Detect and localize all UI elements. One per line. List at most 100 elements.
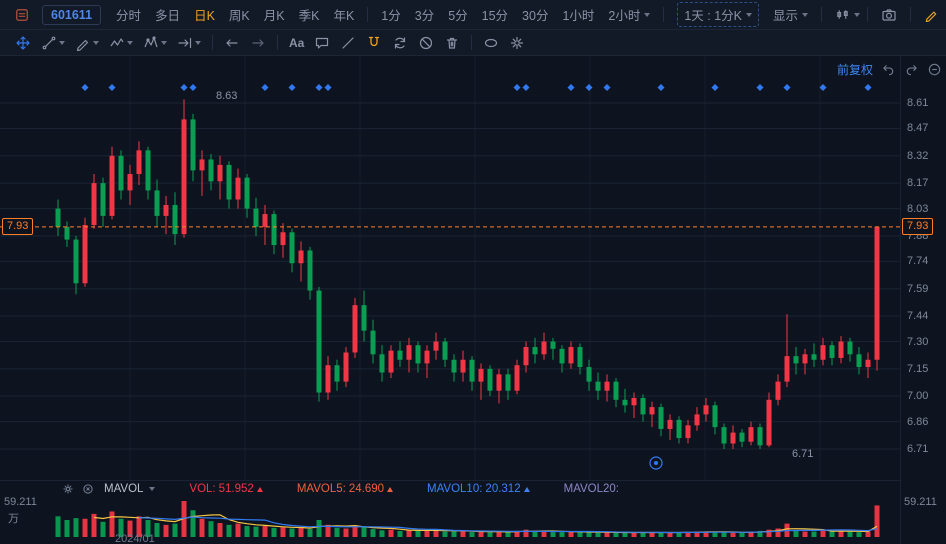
chevron-down-icon (161, 40, 167, 45)
period-daily[interactable]: 日K (194, 9, 215, 23)
toolbar-separator (663, 7, 665, 22)
chevron-down-icon (149, 487, 156, 491)
indicator-header: MAVOL VOL: 51.952 MAVOL5: 24.690 MAVOL10: 2… (0, 480, 900, 497)
indicator-name-button[interactable]: MAVOL (104, 483, 144, 495)
symbol-button[interactable]: 601611 (42, 4, 102, 25)
undo-icon[interactable] (881, 62, 896, 77)
price-tick-label: 7.00 (907, 390, 929, 403)
price-tick-label: 6.86 (907, 415, 929, 428)
toolbar-separator (910, 7, 912, 22)
text-tool-icon[interactable]: Aa (289, 35, 305, 50)
chevron-down-icon (854, 12, 861, 17)
arrow-right-icon[interactable] (250, 35, 266, 51)
period-1hour[interactable]: 1小时 (562, 9, 595, 23)
period-duori[interactable]: 多日 (155, 9, 181, 23)
period-30min[interactable]: 30分 (522, 9, 549, 23)
chevron-down-icon (59, 40, 65, 45)
crosshair-move-icon[interactable] (15, 35, 31, 51)
price-tick-label: 7.59 (907, 282, 929, 295)
display-menu-button[interactable]: 显示 (773, 5, 809, 24)
volume-axis-max-left: 59.211 (4, 496, 37, 508)
toolbar-separator (212, 35, 213, 50)
gear-icon[interactable] (509, 35, 525, 51)
drawing-toolbar: Aa (0, 30, 946, 56)
up-triangle-icon (387, 486, 394, 492)
wave-tool-icon[interactable] (109, 35, 133, 51)
chart-top-controls: 前复权 (837, 61, 942, 78)
price-tick-label: 7.30 (907, 335, 929, 348)
price-tick-label: 8.32 (907, 149, 929, 162)
event-marker-icon[interactable] (648, 455, 664, 471)
chevron-down-icon (195, 40, 201, 45)
custom-interval-button[interactable]: 1天 : 1分K (677, 2, 760, 27)
top-toolbar: 601611 分时 多日 日K 周K 月K 季K 年K 1分 3分 5分 15分… (0, 0, 946, 30)
chevron-down-icon (802, 12, 809, 17)
price-tick-label: 8.17 (907, 177, 929, 190)
mavol10-value-group: MAVOL10: 20.312 (427, 483, 530, 495)
toolbar-separator (821, 7, 823, 22)
toolbar-separator (867, 7, 869, 22)
ban-hide-icon[interactable] (418, 35, 434, 51)
trendline-tool-icon[interactable] (41, 35, 65, 51)
price-tick-label: 8.47 (907, 122, 929, 135)
mavol20-value-group: MAVOL20: (563, 483, 620, 495)
period-5min[interactable]: 5分 (448, 9, 468, 23)
redo-icon[interactable] (904, 62, 919, 77)
high-price-annotation: 8.63 (216, 90, 238, 102)
ellipse-link-icon[interactable] (483, 35, 499, 51)
chevron-down-icon (127, 40, 133, 45)
time-axis-date-label: 2024/01 (115, 533, 155, 544)
brush-tool-icon[interactable] (75, 35, 99, 51)
indicator-close-icon[interactable] (82, 483, 94, 495)
toolbar-separator (277, 35, 278, 50)
arrow-left-icon[interactable] (224, 35, 240, 51)
toolbar-separator (471, 35, 473, 50)
chevron-down-icon (746, 12, 753, 17)
price-tick-label: 7.44 (907, 310, 929, 323)
chart-style-button[interactable] (835, 7, 861, 22)
price-tick-label: 8.03 (907, 202, 929, 215)
chevron-down-icon (93, 40, 99, 45)
price-tick-label: 7.74 (907, 255, 929, 268)
last-price-tag-right: 7.93 (902, 217, 934, 235)
camera-icon[interactable] (881, 7, 897, 23)
price-tick-label: 7.15 (907, 362, 929, 375)
collapse-pane-icon[interactable] (927, 62, 942, 77)
low-price-annotation: 6.71 (792, 448, 814, 460)
volume-axis-max-right: 59.211 (904, 496, 937, 508)
period-fenshi[interactable]: 分时 (116, 9, 142, 23)
magnet-icon[interactable] (366, 35, 382, 51)
app-menu-icon[interactable] (15, 8, 29, 22)
arrow-mark-tool-icon[interactable] (177, 35, 201, 51)
indicator-settings-icon[interactable] (62, 483, 74, 495)
period-weekly[interactable]: 周K (228, 9, 250, 23)
chart-region: 8.61 8.47 8.32 8.17 8.03 7.88 7.74 7.59 7.44 7.30… (0, 56, 946, 544)
mavol5-value-group: MAVOL5: 24.690 (297, 483, 394, 495)
edit-pencil-icon[interactable] (924, 7, 939, 22)
pattern-tool-icon[interactable] (143, 35, 167, 51)
vol-value-group: VOL: 51.952 (189, 483, 263, 495)
diagonal-line-tool-icon[interactable] (340, 35, 356, 51)
period-yearly[interactable]: 年K (333, 9, 355, 23)
last-price-tag-left: 7.93 (2, 217, 34, 235)
up-triangle-icon (256, 486, 263, 492)
candlestick-chart[interactable] (0, 56, 900, 480)
adjust-mode-button[interactable]: 前复权 (836, 63, 873, 77)
volume-axis-unit: 万 (8, 513, 19, 525)
price-tick-label: 8.61 (907, 97, 929, 109)
chevron-down-icon (644, 12, 651, 17)
period-15min[interactable]: 15分 (481, 9, 509, 23)
price-axis[interactable]: 8.61 8.47 8.32 8.17 8.03 7.88 7.74 7.59 7.44 7.30… (900, 56, 946, 544)
period-3min[interactable]: 3分 (414, 9, 435, 23)
period-monthly[interactable]: 月K (263, 9, 285, 23)
toolbar-separator (367, 7, 369, 22)
volume-chart[interactable] (0, 497, 900, 544)
sync-refresh-icon[interactable] (392, 35, 408, 51)
period-2hour[interactable]: 2小时 (608, 5, 651, 24)
period-1min[interactable]: 1分 (381, 9, 401, 23)
trash-icon[interactable] (444, 35, 460, 51)
comment-tool-icon[interactable] (314, 35, 330, 51)
period-quarterly[interactable]: 季K (298, 9, 320, 23)
price-tick-label: 6.71 (907, 442, 929, 455)
